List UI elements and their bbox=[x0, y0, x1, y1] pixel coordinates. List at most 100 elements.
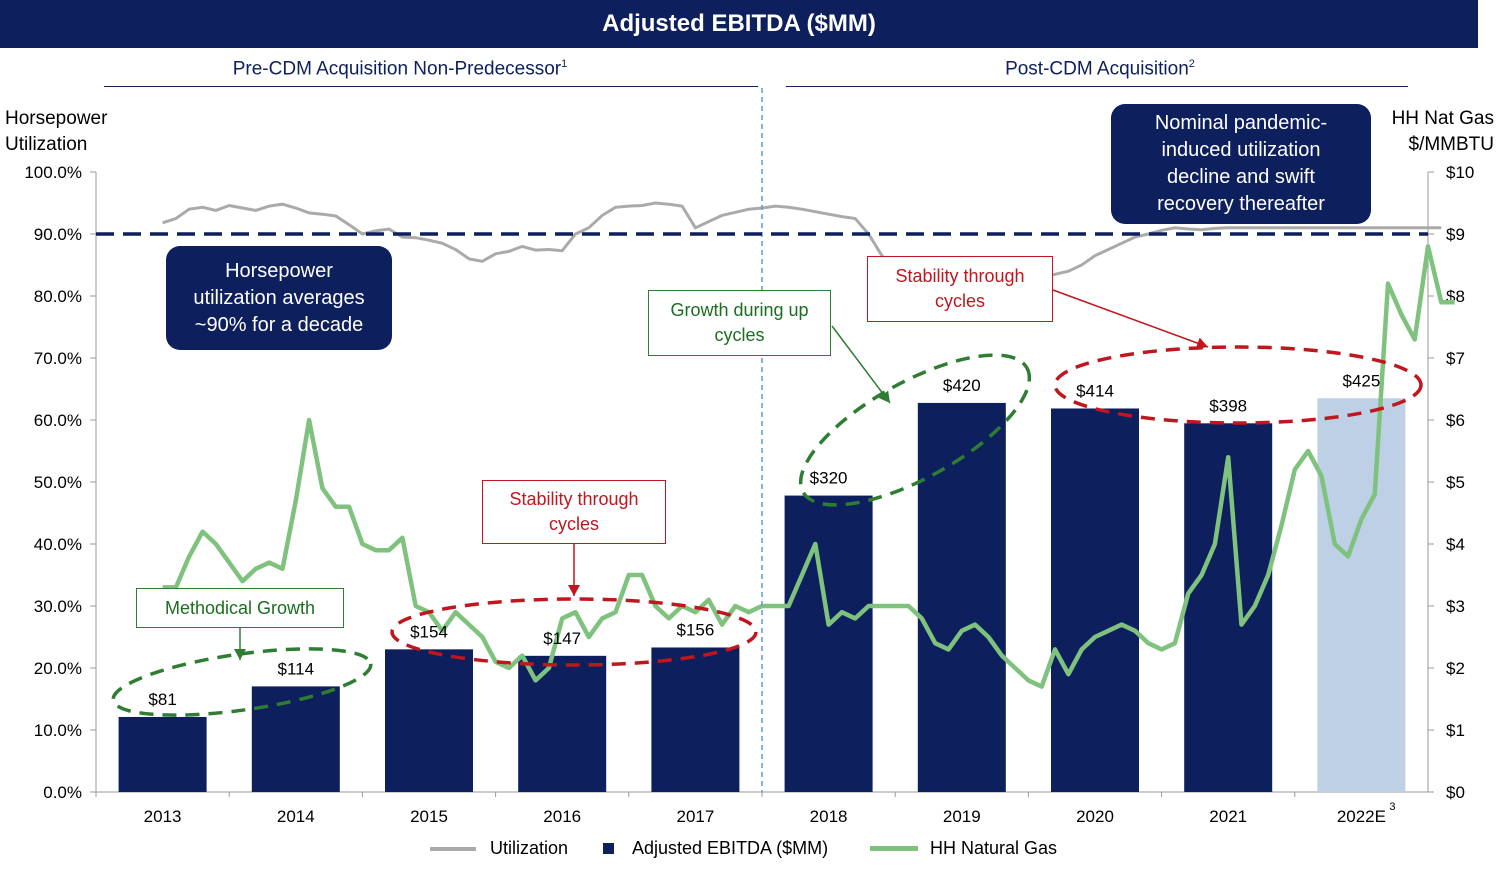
x-tick-label: 2017 bbox=[676, 807, 714, 826]
right-tick-label: $1 bbox=[1446, 721, 1465, 740]
callout-stability1-line2: cycles bbox=[548, 514, 599, 534]
x-tick-label: 2021 bbox=[1209, 807, 1247, 826]
callout-methodical-growth: Methodical Growth bbox=[136, 588, 344, 628]
bar-2020 bbox=[1051, 408, 1139, 792]
callout-growth-line2: cycles bbox=[714, 325, 765, 345]
callout-growth-up-cycles: Growth during up cycles bbox=[648, 290, 831, 356]
left-tick-label: 80.0% bbox=[34, 287, 82, 306]
bar-2014 bbox=[251, 686, 340, 792]
left-tick-label: 90.0% bbox=[34, 225, 82, 244]
x-tick-footnote: 3 bbox=[1389, 801, 1395, 813]
bar-2019 bbox=[917, 402, 1006, 792]
left-axis-title-line1: Horsepower bbox=[5, 108, 108, 129]
left-tick-label: 10.0% bbox=[34, 721, 82, 740]
bars-layer bbox=[118, 398, 1406, 792]
left-tick-label: 40.0% bbox=[34, 535, 82, 554]
bar-label-2022E: $425 bbox=[1342, 371, 1380, 390]
right-tick-label: $4 bbox=[1446, 535, 1465, 554]
section-post-cdm: Post-CDM Acquisition2 bbox=[880, 58, 1320, 80]
callout-hp-line2: utilization averages bbox=[193, 286, 365, 309]
section-pre-cdm-label: Pre-CDM Acquisition Non-Predecessor bbox=[232, 58, 562, 80]
bar-label-2017: $156 bbox=[676, 620, 714, 639]
legend-label-ebitda: Adjusted EBITDA ($MM) bbox=[632, 838, 829, 858]
callout-stability2-line1: Stability through bbox=[895, 266, 1025, 286]
legend-item-ebitda: Adjusted EBITDA ($MM) bbox=[603, 838, 828, 859]
right-axis-title-line2: $/MMBTU bbox=[1408, 134, 1495, 155]
callout-stability-2015-2017: Stability through cycles bbox=[482, 480, 666, 544]
bar-2018 bbox=[784, 495, 873, 792]
left-tick-label: 20.0% bbox=[34, 659, 82, 678]
right-axis-title-line1: HH Nat Gas bbox=[1391, 108, 1494, 129]
legend-swatch-hh-gas bbox=[870, 846, 918, 851]
bar-2015 bbox=[385, 649, 473, 792]
legend-label-utilization: Utilization bbox=[490, 838, 569, 858]
bar-label-2013: $81 bbox=[148, 690, 176, 709]
x-tick-label: 2019 bbox=[943, 807, 981, 826]
left-tick-label: 0.0% bbox=[43, 783, 82, 802]
ellipse-stability-2020-2022 bbox=[1053, 345, 1423, 425]
left-tick-label: 70.0% bbox=[34, 349, 82, 368]
bar-label-2016: $147 bbox=[543, 629, 581, 648]
callout-hp-utilization: Horsepower utilization averages ~90% for… bbox=[166, 246, 392, 350]
arrow-stability-2-head bbox=[1195, 337, 1208, 349]
hh-gas-line bbox=[162, 244, 1455, 689]
x-tick-label: 2015 bbox=[410, 807, 448, 826]
footnote-2: 2 bbox=[1188, 58, 1195, 70]
labels-layer: $81 $114 $154 $147 $156 $320 $420 $414 $398 $425 bbox=[148, 371, 1380, 709]
section-post-cdm-label: Post-CDM Acquisition bbox=[1005, 58, 1189, 80]
bar-label-2014: $114 bbox=[278, 659, 315, 678]
arrow-growth-head bbox=[878, 390, 890, 403]
ellipse-methodical-growth bbox=[111, 647, 373, 717]
bar-label-2015: $154 bbox=[410, 622, 448, 641]
bar-2022E bbox=[1317, 398, 1406, 792]
callout-stability2-line2: cycles bbox=[934, 291, 985, 311]
left-tick-label: 100.0% bbox=[24, 163, 82, 182]
right-tick-label: $0 bbox=[1446, 783, 1465, 802]
right-tick-label: $3 bbox=[1446, 597, 1465, 616]
section-divider-right bbox=[786, 86, 1408, 87]
legend-swatch-utilization bbox=[430, 846, 476, 851]
right-tick-label: $7 bbox=[1446, 349, 1465, 368]
legend-swatch-ebitda bbox=[603, 843, 614, 854]
callout-pandemic: Nominal pandemic- induced utilization de… bbox=[1111, 104, 1371, 224]
footnote-1: 1 bbox=[561, 58, 568, 70]
bar-label-2019: $420 bbox=[943, 376, 981, 395]
callout-hp-line3: ~90% for a decade bbox=[194, 313, 364, 336]
callout-pandemic-line1: Nominal pandemic- bbox=[1154, 112, 1328, 134]
x-tick-label: 2014 bbox=[277, 807, 315, 826]
legend-item-utilization: Utilization bbox=[430, 838, 568, 859]
section-divider-left bbox=[104, 86, 758, 87]
left-tick-label: 60.0% bbox=[34, 411, 82, 430]
x-tick-label: 2020 bbox=[1076, 807, 1114, 826]
callout-hp-line1: Horsepower bbox=[225, 259, 333, 282]
chart-legend: Utilization Adjusted EBITDA ($MM) HH Nat… bbox=[0, 838, 1500, 864]
callout-stability1-line1: Stability through bbox=[509, 489, 639, 509]
left-tick-label: 50.0% bbox=[34, 473, 82, 492]
left-axis-title-line2: Utilization bbox=[5, 134, 88, 155]
bar-label-2020: $414 bbox=[1076, 381, 1114, 400]
callout-pandemic-line2: induced utilization bbox=[1161, 139, 1321, 161]
bar-label-2018: $320 bbox=[810, 469, 848, 488]
axes-layer: 0.0% 10.0% 20.0% 30.0% 40.0% 50.0% 60.0% 70.0% 8… bbox=[24, 163, 1474, 826]
arrow-methodical-head bbox=[234, 649, 246, 660]
bar-2013 bbox=[118, 716, 207, 792]
arrow-stability-2-shaft bbox=[1052, 289, 1209, 348]
bar-label-2021: $398 bbox=[1209, 396, 1247, 415]
x-tick-label: 2013 bbox=[144, 807, 182, 826]
x-tick-label: 2022E bbox=[1337, 807, 1386, 826]
chart-title: Adjusted EBITDA ($MM) bbox=[0, 0, 1478, 48]
right-tick-label: $9 bbox=[1446, 225, 1465, 244]
callout-stability-2019-2022: Stability through cycles bbox=[867, 256, 1053, 322]
left-axis-title: Horsepower Utilization bbox=[5, 106, 107, 158]
right-tick-label: $5 bbox=[1446, 473, 1465, 492]
legend-label-hh-gas: HH Natural Gas bbox=[930, 838, 1058, 858]
right-tick-label: $10 bbox=[1446, 163, 1474, 182]
x-tick-label: 2018 bbox=[810, 807, 848, 826]
callout-pandemic-line4: recovery thereafter bbox=[1157, 193, 1325, 215]
section-pre-cdm: Pre-CDM Acquisition Non-Predecessor1 bbox=[100, 58, 700, 80]
right-axis-title: HH Nat Gas $/MMBTU bbox=[1392, 106, 1494, 158]
x-tick-label: 2016 bbox=[543, 807, 581, 826]
bar-2017 bbox=[651, 647, 740, 792]
annotations-layer bbox=[96, 88, 1428, 792]
